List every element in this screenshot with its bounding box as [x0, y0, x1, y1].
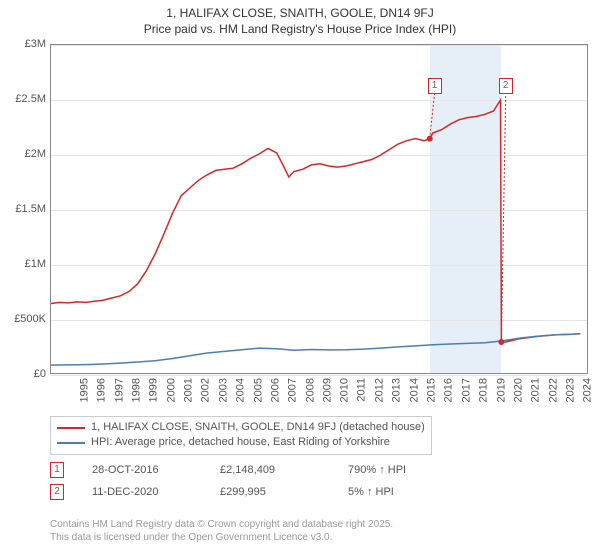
legend-label: 1, HALIFAX CLOSE, SNAITH, GOOLE, DN14 9F… — [91, 420, 425, 435]
footer-line2: This data is licensed under the Open Gov… — [50, 531, 393, 544]
series-price_paid — [51, 100, 580, 342]
plot-svg — [51, 45, 587, 373]
x-tick-label: 2022 — [547, 378, 559, 402]
y-tick-label: £3M — [25, 38, 46, 50]
x-tick-label: 2011 — [355, 378, 367, 402]
x-tick-label: 2013 — [391, 378, 403, 402]
x-tick-label: 2017 — [460, 378, 472, 402]
x-tick-label: 2002 — [200, 378, 212, 402]
sale-date: 11-DEC-2020 — [92, 486, 192, 498]
x-tick-label: 2004 — [235, 378, 247, 402]
x-tick-label: 2024 — [582, 378, 594, 402]
sale-price: £299,995 — [220, 486, 320, 498]
sale-marker-box: 1 — [50, 462, 64, 478]
sale-delta: 5% ↑ HPI — [348, 486, 448, 498]
x-tick-label: 2015 — [426, 378, 438, 402]
y-tick-label: £500K — [14, 313, 46, 325]
x-tick-label: 2010 — [339, 378, 351, 402]
x-tick-label: 2006 — [269, 378, 281, 402]
y-tick-label: £2.5M — [15, 93, 46, 105]
x-tick-label: 2023 — [564, 378, 576, 402]
x-tick-label: 2009 — [321, 378, 333, 402]
legend-swatch — [57, 427, 85, 429]
x-tick-label: 2014 — [408, 378, 420, 402]
x-tick-label: 2003 — [217, 378, 229, 402]
x-tick-label: 2016 — [443, 378, 455, 402]
legend-row: 1, HALIFAX CLOSE, SNAITH, GOOLE, DN14 9F… — [57, 420, 425, 435]
chart-title-line1: 1, HALIFAX CLOSE, SNAITH, GOOLE, DN14 9F… — [0, 0, 600, 22]
x-tick-label: 1998 — [131, 378, 143, 402]
marker-dot — [427, 136, 433, 142]
sale-marker-box: 2 — [50, 484, 64, 500]
x-tick-label: 1995 — [78, 378, 90, 402]
legend: 1, HALIFAX CLOSE, SNAITH, GOOLE, DN14 9F… — [50, 416, 432, 455]
sale-row: 2 11-DEC-2020 £299,995 5% ↑ HPI — [50, 484, 448, 500]
footer: Contains HM Land Registry data © Crown c… — [50, 518, 393, 544]
y-tick-label: £1M — [25, 258, 46, 270]
x-tick-label: 1997 — [113, 378, 125, 402]
legend-swatch — [57, 442, 85, 444]
x-tick-label: 2005 — [252, 378, 264, 402]
sale-price: £2,148,409 — [220, 464, 320, 476]
x-tick-label: 2018 — [478, 378, 490, 402]
y-tick-label: £0 — [34, 368, 46, 380]
legend-label: HPI: Average price, detached house, East… — [91, 435, 390, 450]
x-tick-label: 2012 — [374, 378, 386, 402]
x-tick-label: 1999 — [148, 378, 160, 402]
footer-line1: Contains HM Land Registry data © Crown c… — [50, 518, 393, 531]
sales-table: 1 28-OCT-2016 £2,148,409 790% ↑ HPI 2 11-DEC-… — [50, 462, 448, 506]
sale-delta: 790% ↑ HPI — [348, 464, 448, 476]
marker-label-box: 2 — [499, 78, 513, 94]
marker-connector — [501, 94, 505, 342]
sale-row: 1 28-OCT-2016 £2,148,409 790% ↑ HPI — [50, 462, 448, 478]
x-tick-label: 2000 — [165, 378, 177, 402]
x-tick-label: 2021 — [530, 378, 542, 402]
x-tick-label: 1996 — [96, 378, 108, 402]
chart-container: 1, HALIFAX CLOSE, SNAITH, GOOLE, DN14 9F… — [0, 0, 600, 560]
x-tick-label: 2001 — [183, 378, 195, 402]
y-tick-label: £2M — [25, 148, 46, 160]
x-tick-label: 2019 — [495, 378, 507, 402]
x-tick-label: 2020 — [512, 378, 524, 402]
legend-row: HPI: Average price, detached house, East… — [57, 435, 425, 450]
x-tick-label: 2007 — [287, 378, 299, 402]
marker-label-box: 1 — [428, 78, 442, 94]
y-tick-label: £1.5M — [15, 203, 46, 215]
sale-date: 28-OCT-2016 — [92, 464, 192, 476]
chart-title-line2: Price paid vs. HM Land Registry's House … — [0, 22, 600, 38]
marker-dot — [498, 339, 504, 345]
x-tick-label: 2008 — [304, 378, 316, 402]
plot-area: 12 — [50, 44, 588, 374]
